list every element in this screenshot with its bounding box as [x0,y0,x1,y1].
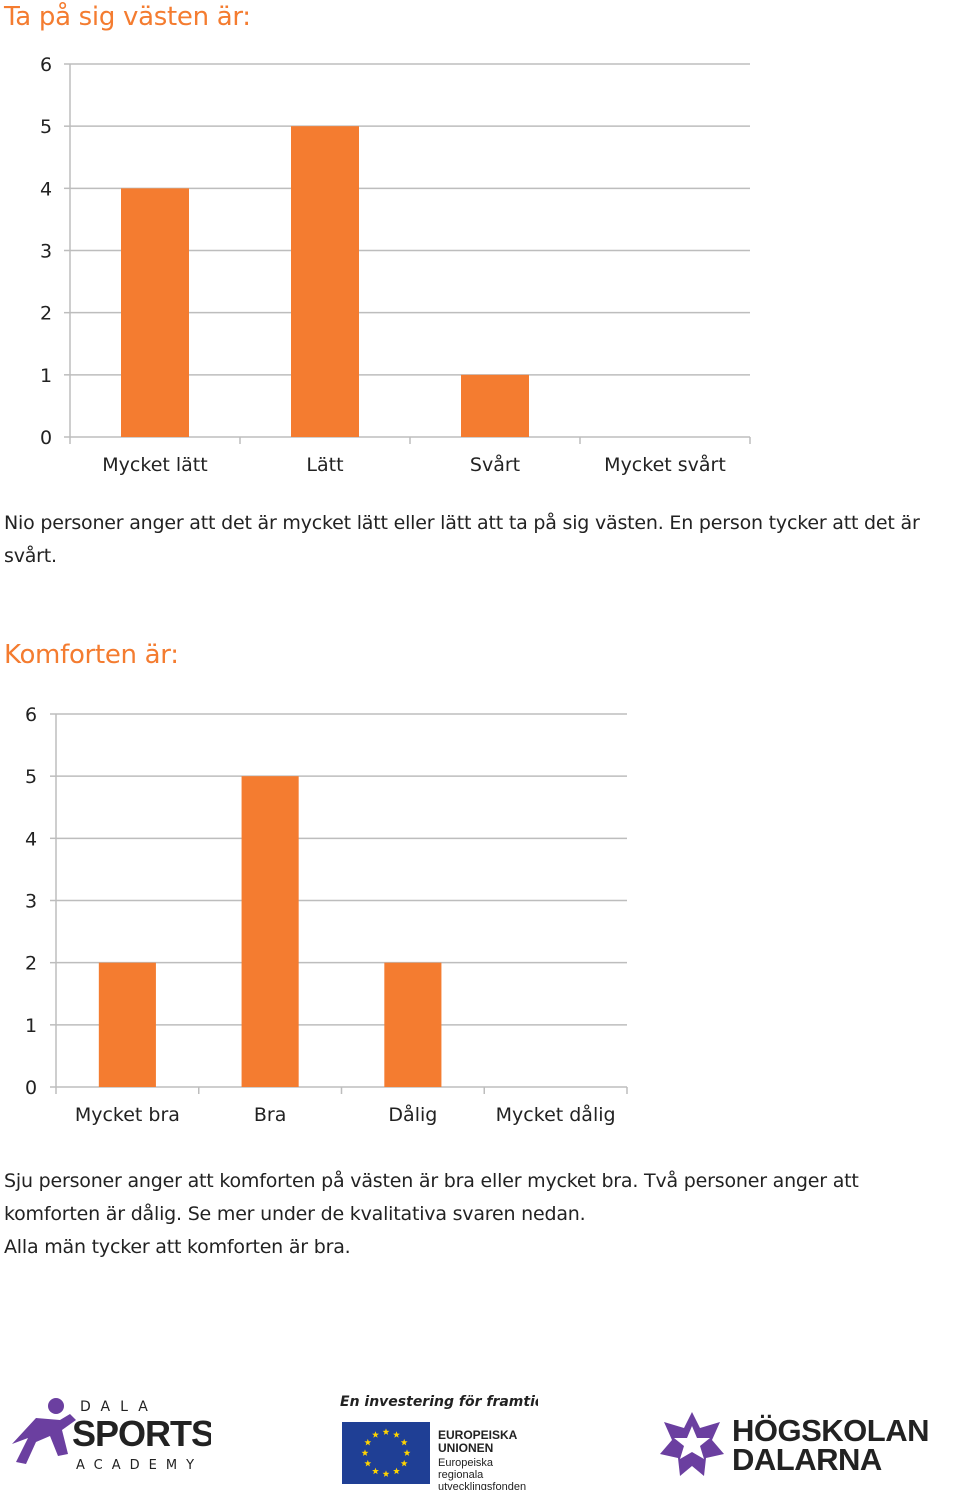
chart-2-title: Komforten är: [4,640,179,670]
bar [241,776,299,1087]
dala-top-text: DALA [80,1399,158,1415]
eu-star [361,1449,369,1456]
eu-line-4: regionala [438,1469,484,1481]
y-tick-label: 2 [25,953,37,975]
chart-1: 0 1 2 3 4 5 6 Mycket lätt Lätt Svårt Mycket svårt [0,0,960,490]
bar [461,374,529,437]
eu-line-5: utvecklingsfonden [438,1481,526,1490]
eu-star [403,1449,411,1456]
paragraph-2-line-3: Alla män tycker att komforten är bra. [4,1236,351,1258]
eu-star [400,1459,408,1467]
x-tick-label: Dålig [388,1103,437,1126]
dala-bottom-text: ACADEMY [76,1458,203,1472]
eu-star [382,1470,390,1477]
y-tick-label: 1 [25,1015,37,1037]
y-tick-label: 1 [40,365,52,387]
x-tick-label: Mycket lätt [102,454,207,476]
x-tick-label: Bra [254,1104,287,1126]
y-tick-label: 6 [25,704,37,726]
chart-1-svg: 0 1 2 3 4 5 6 Mycket lätt Lätt Svårt Mycket svårt [40,54,751,476]
figure-icon [12,1398,76,1464]
eu-star [372,1467,379,1475]
chart-2-svg: 0 1 2 3 4 5 6 Mycket bra Bra Dålig Mycket dålig [25,704,628,1126]
eu-star [372,1431,379,1438]
y-tick-label: 5 [40,116,52,138]
dala-main-text: SPORTS [72,1413,211,1454]
x-tick-label: Svårt [470,453,520,476]
eu-stars-icon [361,1428,411,1477]
hd-line-1: HÖGSKOLAN [732,1413,929,1448]
x-tick-label: Mycket dålig [496,1103,616,1126]
paragraph-2: Sju personer anger att komforten på väst… [4,1165,859,1264]
chart-1-title: Ta på sig västen är: [4,2,251,32]
y-tick-label: 4 [40,178,52,200]
y-tick-label: 0 [40,427,52,449]
eu-tagline: En investering för framtiden [340,1394,538,1410]
eu-star [364,1438,372,1446]
footer-logos: DALA SPORTS ACADEMY En investering för f… [0,1380,960,1490]
eu-star [393,1431,400,1438]
x-tick-label: Mycket svårt [604,453,726,476]
y-tick-label: 4 [25,828,37,850]
eu-line-3: Europeiska [438,1457,494,1469]
hd-line-2: DALARNA [732,1442,882,1477]
bar [291,126,359,438]
eu-star [393,1467,400,1475]
eu-star [382,1428,390,1435]
paragraph-2-line-1: Sju personer anger att komforten på väst… [4,1170,859,1192]
eu-line-2: UNIONEN [438,1441,493,1455]
dala-sports-academy-logo: DALA SPORTS ACADEMY [6,1392,211,1472]
x-tick-label: Mycket bra [75,1104,180,1126]
hogskolan-dalarna-logo: HÖGSKOLAN DALARNA [660,1410,935,1480]
y-tick-label: 2 [40,303,52,325]
y-tick-label: 3 [25,891,37,913]
y-tick-label: 3 [40,241,52,263]
paragraph-1: Nio personer anger att det är mycket lät… [4,512,920,567]
chart-2: 0 1 2 3 4 5 6 Mycket bra Bra Dålig Mycket dålig [25,704,628,1126]
y-tick-label: 5 [25,766,37,788]
bar [121,188,189,437]
star-emblem-icon [660,1412,724,1476]
x-tick-label: Lätt [306,454,343,476]
eu-logo: En investering för framtiden EUROPEISKA … [338,1386,538,1490]
paragraph-2-line-2: komforten är dålig. Se mer under de kval… [4,1203,586,1225]
bar [384,962,442,1087]
bar [98,962,156,1087]
y-tick-label: 0 [25,1077,37,1099]
eu-star [364,1459,372,1467]
eu-line-1: EUROPEISKA [438,1428,518,1442]
y-tick-label: 6 [40,54,52,76]
eu-star [400,1438,408,1446]
